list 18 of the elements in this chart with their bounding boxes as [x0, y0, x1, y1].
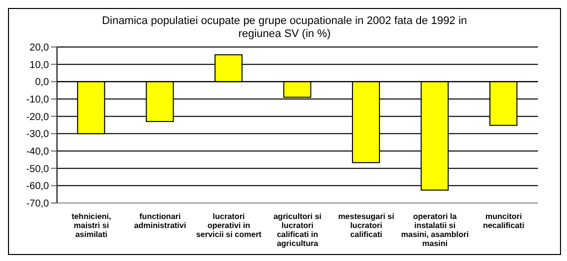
- y-tick-label: -70,0: [26, 198, 50, 210]
- x-tick-label: tehnicieni, maistri si asimilati: [72, 212, 112, 239]
- chart-title: Dinamica populatiei ocupate pe grupe ocupationale in 2002 fata de 1992 in regiunea SV (in %): [100, 14, 468, 41]
- x-tick-label: agricultori si lucratori calificati in agricultura: [273, 212, 322, 248]
- x-tick-label: functionari administrativi: [134, 212, 186, 230]
- y-tick-label: -60,0: [26, 181, 50, 192]
- y-tick-label: 10,0: [30, 60, 50, 71]
- x-tick-label: lucratori operativi in servicii si comert: [196, 212, 262, 239]
- x-tick-label: muncitori necalificati: [482, 212, 524, 230]
- y-tick-label: -40,0: [26, 146, 50, 158]
- x-tick-label: mestesugari si lucratori calificati: [338, 212, 394, 239]
- x-tick-label: operatori la instalatii si masini, asamblori masini: [401, 212, 469, 248]
- y-tick-label: 0,0: [35, 77, 50, 88]
- y-tick-label: -50,0: [26, 164, 50, 175]
- y-tick-label: 20,0: [30, 42, 50, 54]
- y-tick-label: -20,0: [26, 112, 50, 123]
- y-tick-label: -30,0: [26, 129, 50, 140]
- y-tick-label: -10,0: [26, 94, 50, 106]
